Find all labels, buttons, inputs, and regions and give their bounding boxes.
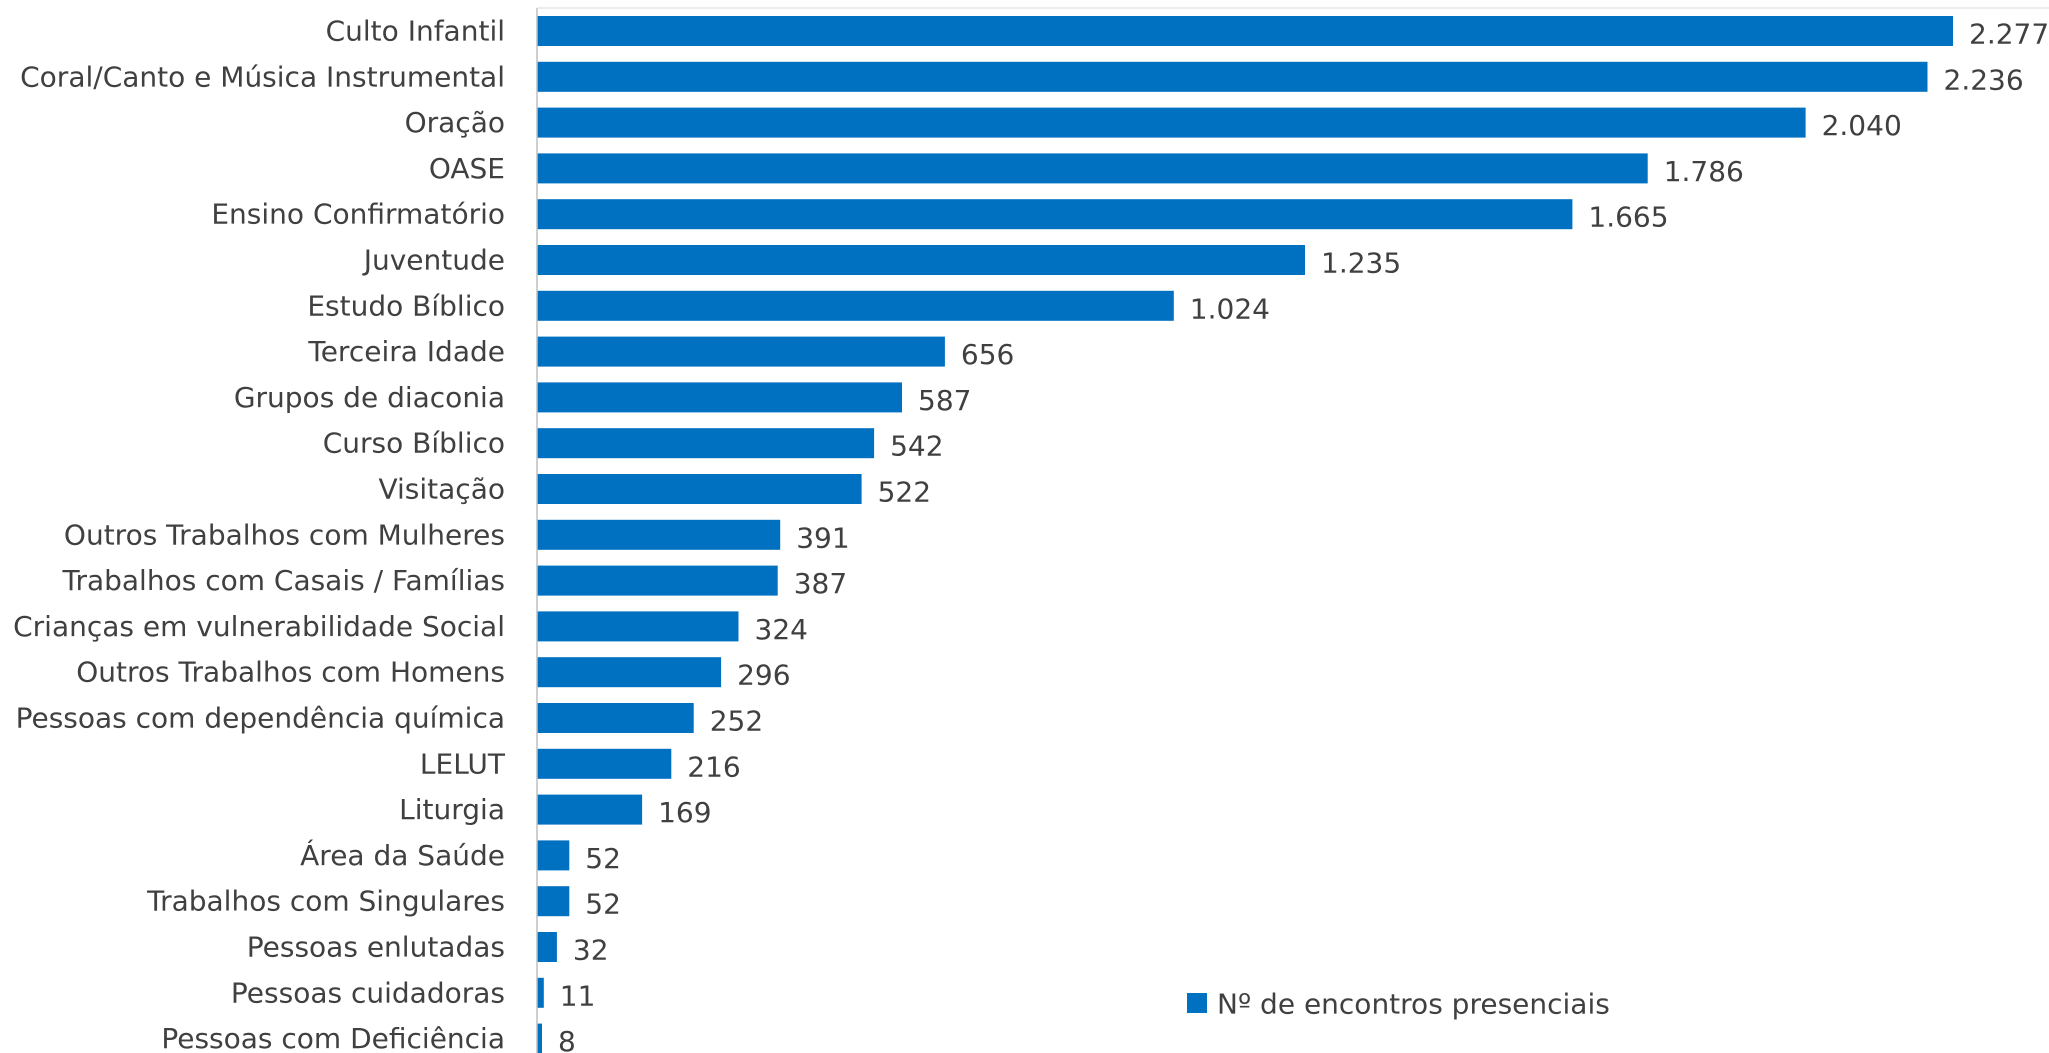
category-label: Crianças em vulnerabilidade Social: [13, 610, 505, 643]
bar: [537, 199, 1573, 230]
bar: [537, 611, 739, 642]
category-label: LELUT: [420, 747, 506, 780]
bar: [537, 886, 570, 917]
category-label: Trabalhos com Casais / Famílias: [61, 564, 505, 597]
bar: [537, 794, 643, 825]
category-label: Área da Saúde: [300, 838, 505, 872]
value-label: 391: [796, 521, 849, 554]
value-label: 169: [658, 796, 711, 829]
bar: [537, 428, 875, 459]
bar: [537, 565, 778, 596]
bar: [537, 840, 570, 871]
value-label: 52: [585, 842, 621, 875]
category-label: Outros Trabalhos com Mulheres: [64, 518, 505, 551]
bar: [537, 519, 781, 550]
category-label: Terceira Idade: [307, 335, 505, 368]
category-label: Outros Trabalhos com Homens: [76, 656, 505, 689]
category-label: Pessoas enlutadas: [247, 931, 505, 964]
category-label: Estudo Bíblico: [307, 289, 505, 322]
value-label: 2.040: [1822, 109, 1902, 142]
category-label: Culto Infantil: [326, 15, 505, 48]
bar: [537, 703, 694, 733]
category-label: Visitação: [378, 473, 505, 506]
bar: [537, 290, 1174, 321]
category-label: Coral/Canto e Música Instrumental: [20, 60, 505, 93]
category-label: Trabalhos com Singulares: [146, 885, 505, 918]
category-label: OASE: [429, 152, 505, 185]
bar: [537, 382, 902, 413]
bar: [537, 657, 722, 688]
category-label: Curso Bíblico: [323, 427, 505, 460]
value-label: 216: [687, 750, 740, 783]
bar: [537, 61, 1928, 92]
bar: [537, 107, 1806, 138]
value-label: 542: [890, 430, 943, 463]
legend-label: Nº de encontros presenciais: [1217, 988, 1610, 1021]
bar: [537, 153, 1648, 184]
bar: [537, 245, 1305, 275]
bar: [537, 16, 1953, 46]
category-label: Pessoas com dependência química: [16, 702, 505, 735]
value-label: 324: [755, 613, 808, 646]
category-label: Oração: [405, 106, 505, 139]
category-label: Pessoas cuidadoras: [231, 976, 505, 1009]
bar: [537, 1023, 542, 1053]
bar: [537, 932, 557, 962]
category-label: Liturgia: [399, 793, 505, 826]
value-label: 1.235: [1321, 247, 1401, 280]
value-label: 252: [710, 705, 763, 738]
value-label: 1.786: [1664, 155, 1744, 188]
value-label: 32: [573, 934, 609, 967]
bar: [537, 748, 672, 779]
category-label: Ensino Confirmatório: [211, 198, 505, 231]
value-label: 1.024: [1190, 292, 1270, 325]
legend: Nº de encontros presenciais: [1187, 988, 1610, 1021]
value-label: 522: [878, 476, 931, 509]
value-label: 52: [585, 888, 621, 921]
value-label: 656: [961, 338, 1014, 371]
bars-group: [537, 16, 1953, 1053]
value-label: 296: [737, 659, 790, 692]
value-label: 11: [560, 979, 596, 1012]
bar: [537, 474, 862, 504]
value-label: 2.277: [1969, 18, 2049, 51]
bar: [537, 977, 544, 1008]
value-labels: 2.277 2.236 2.040 1.786 1.665 1.235 1.024 656 58…: [558, 18, 2049, 1053]
category-label: Juventude: [362, 244, 505, 277]
value-label: 587: [918, 384, 971, 417]
value-label: 8: [558, 1025, 576, 1053]
legend-swatch: [1187, 993, 1207, 1013]
value-label: 2.236: [1944, 63, 2024, 96]
category-label: Grupos de diaconia: [234, 381, 505, 414]
category-label: Pessoas com Deficiência: [161, 1022, 505, 1053]
value-label: 387: [794, 567, 847, 600]
bar: [537, 336, 945, 367]
value-label: 1.665: [1588, 201, 1668, 234]
category-labels: Culto Infantil Coral/Canto e Música Instr…: [13, 15, 506, 1053]
